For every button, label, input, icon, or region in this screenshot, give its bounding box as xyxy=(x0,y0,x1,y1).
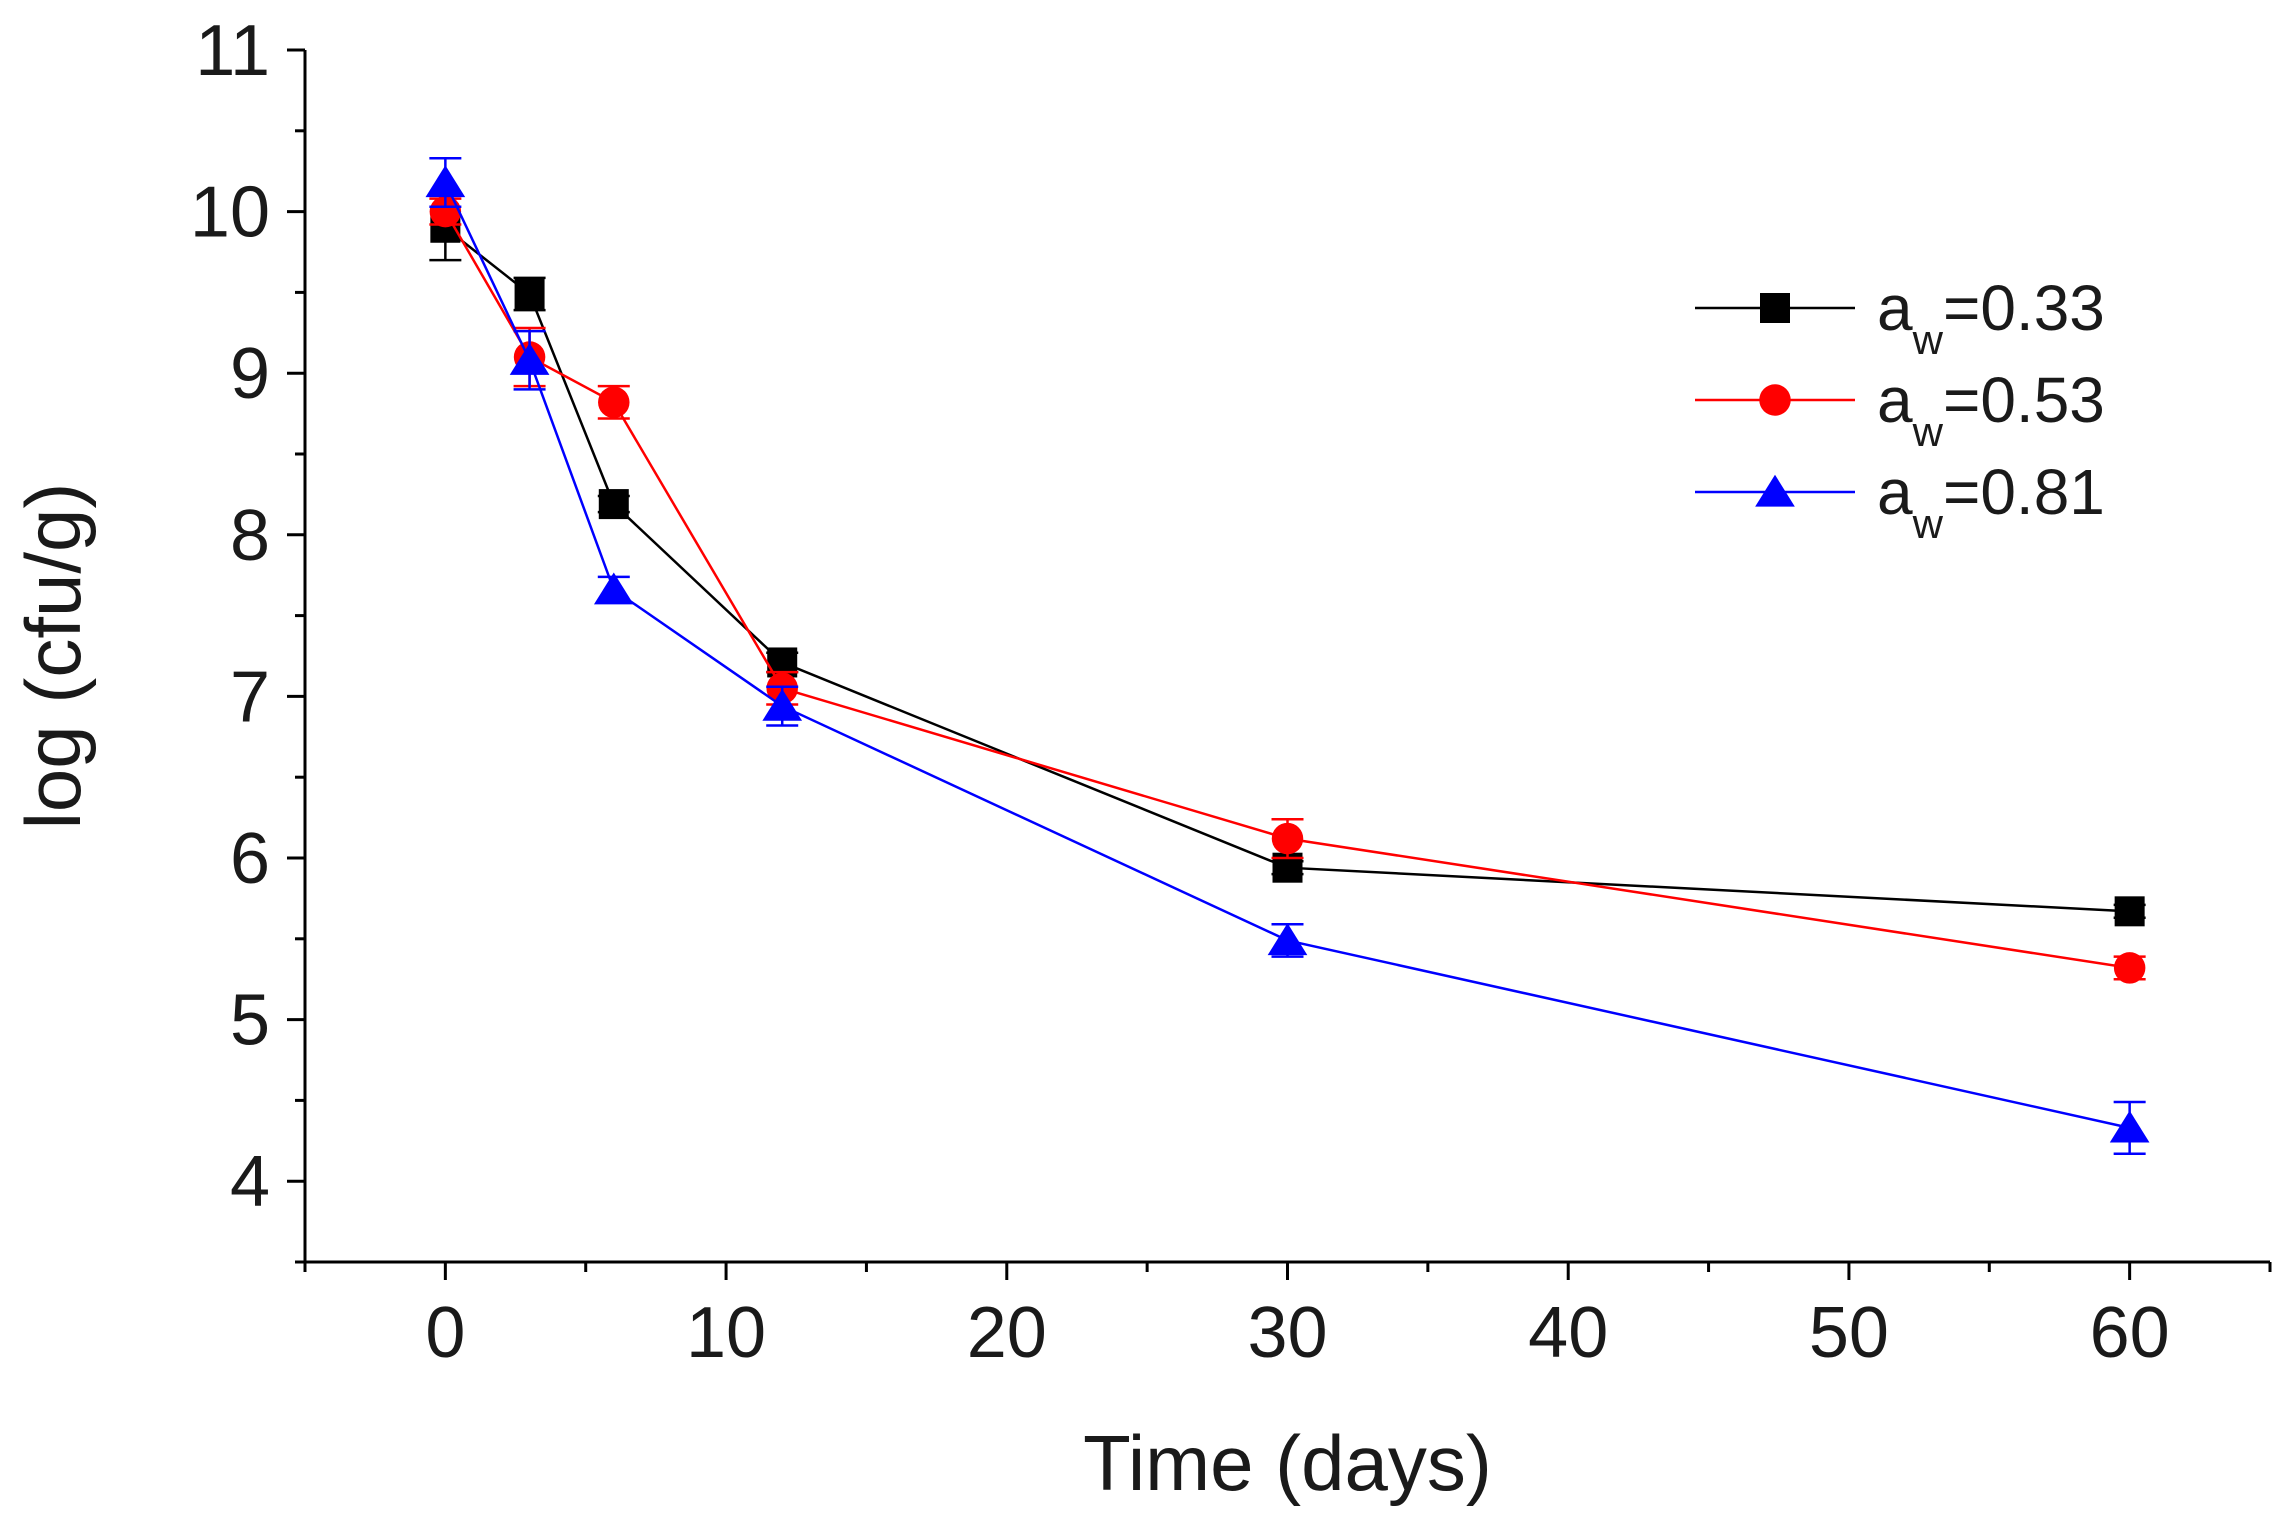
x-tick-label: 60 xyxy=(2090,1293,2170,1373)
y-axis-title: log (cfu/g) xyxy=(9,483,97,830)
triangle-marker xyxy=(762,688,803,721)
triangle-marker xyxy=(1755,474,1795,507)
triangle-marker xyxy=(593,572,634,605)
axes: 0 10 20 30 40 50 60 4 5 6 7 8 9 10 11 xyxy=(190,11,2272,1373)
triangle-marker xyxy=(1267,923,1308,956)
x-tick-label: 20 xyxy=(967,1293,1047,1373)
square-marker xyxy=(598,489,629,520)
series-1 xyxy=(429,194,2146,927)
legend-item: aw=0.33 xyxy=(1695,272,2105,363)
y-tick-label: 9 xyxy=(230,334,270,414)
legend-item: aw=0.81 xyxy=(1695,456,2105,547)
y-tick-label: 11 xyxy=(195,11,270,91)
legend-label: aw=0.33 xyxy=(1877,272,2105,363)
circle-marker xyxy=(598,386,630,419)
legend-label: aw=0.53 xyxy=(1877,364,2105,455)
circle-marker xyxy=(2113,952,2146,984)
y-tick-label: 4 xyxy=(230,1142,270,1222)
y-tick-label: 5 xyxy=(230,981,270,1061)
square-marker xyxy=(2114,896,2145,927)
circle-marker xyxy=(429,195,462,228)
x-tick-label: 40 xyxy=(1528,1293,1608,1373)
x-tick-label: 10 xyxy=(686,1293,766,1373)
y-tick-label: 10 xyxy=(190,173,270,253)
circle-marker xyxy=(1759,384,1791,416)
square-marker xyxy=(514,279,545,310)
square-marker xyxy=(1760,293,1790,323)
triangle-marker xyxy=(509,343,550,375)
triangle-marker xyxy=(2109,1110,2150,1143)
x-tick-label: 0 xyxy=(425,1293,465,1373)
legend-item: aw=0.53 xyxy=(1695,364,2105,455)
y-tick-label: 8 xyxy=(230,496,270,576)
x-tick-label: 30 xyxy=(1247,1293,1327,1373)
triangle-marker xyxy=(425,165,466,198)
series-3 xyxy=(425,157,2150,1155)
y-tick-label: 7 xyxy=(230,657,270,737)
circle-marker xyxy=(1271,822,1304,855)
y-tick-label: 6 xyxy=(230,819,270,899)
series-layer xyxy=(425,157,2150,1155)
x-tick-label: 50 xyxy=(1809,1293,1889,1373)
x-axis-title: Time (days) xyxy=(1083,1419,1492,1507)
legend-label: aw=0.81 xyxy=(1877,456,2105,547)
